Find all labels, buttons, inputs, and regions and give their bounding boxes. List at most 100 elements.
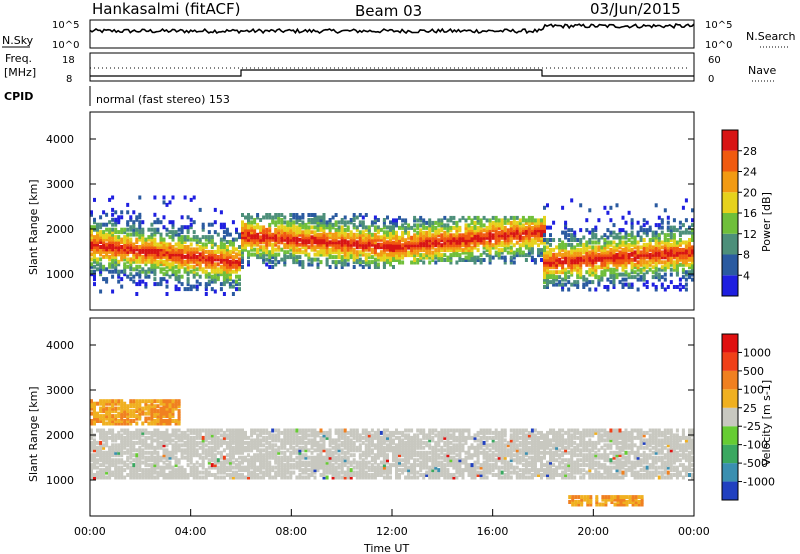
power-echo-cell: [395, 218, 398, 223]
power-echo-cell: [672, 225, 676, 230]
power-echo-cell: [497, 225, 501, 230]
velocity-echo-cell: [334, 438, 338, 443]
power-echo-cell: [506, 235, 510, 240]
power-echo-cell: [268, 215, 272, 220]
power-echo-cell: [150, 269, 154, 274]
velocity-echo-cell: [201, 448, 205, 453]
velocity-echo-cell: [352, 445, 356, 450]
velocity-echo-cell: [352, 473, 356, 477]
cpid-text: normal (fast stereo) 153: [96, 93, 230, 106]
power-echo-cell: [231, 220, 235, 225]
power-echo-cell: [515, 215, 519, 220]
velocity-echo-cell: [319, 435, 323, 440]
velocity-echo-cell: [271, 453, 275, 458]
power-echo-cell: [452, 240, 456, 245]
power-echo-cell: [464, 258, 468, 262]
power-echo-cell: [298, 262, 302, 267]
power-echo-cell: [654, 270, 658, 275]
power-echo-cell: [537, 233, 540, 238]
velocity-echo-cell: [316, 445, 320, 450]
power-echo-cell: [606, 245, 610, 250]
power-echo-cell: [440, 258, 444, 262]
power-echo-cell: [132, 227, 136, 232]
power-echo-cell: [111, 252, 115, 257]
power-echo-cell: [440, 248, 444, 253]
velocity-echo-cell: [250, 443, 254, 448]
power-echo-cell: [434, 225, 438, 230]
power-echo-cell: [256, 232, 260, 237]
power-echo-cell: [96, 225, 99, 230]
power-echo-cell: [153, 242, 157, 247]
velocity-echo-cell: [174, 455, 178, 460]
velocity-echo-cell: [171, 443, 175, 448]
velocity-echo-cell: [138, 445, 142, 450]
power-echo-cell: [141, 254, 145, 259]
velocity-echo-cell: [280, 445, 284, 450]
power-echo-cell: [105, 227, 109, 232]
velocity-echo-cell: [168, 463, 172, 468]
power-echo-cell: [171, 269, 175, 274]
velocity-echo-cell: [289, 440, 293, 445]
velocity-echo-cell: [123, 450, 127, 455]
velocity-echo-cell: [271, 445, 275, 450]
power-echo-cell: [343, 232, 347, 237]
power-echo-cell: [367, 252, 371, 257]
power-echo-cell: [108, 262, 112, 267]
power-echo-cell: [235, 287, 238, 292]
velocity-echo-cell: [337, 433, 341, 438]
velocity-echo-cell: [395, 443, 398, 448]
power-echo-cell: [558, 275, 562, 280]
power-echo-cell: [241, 220, 244, 225]
power-echo-cell: [591, 245, 595, 250]
velocity-echo-cell: [389, 470, 392, 475]
power-echo-cell: [250, 240, 254, 245]
power-echo-cell: [108, 242, 112, 247]
velocity-echo-cell: [241, 473, 244, 477]
power-echo-cell: [476, 228, 480, 233]
velocity-echo-cell: [401, 443, 405, 448]
velocity-echo-cell: [395, 460, 398, 465]
power-echo-cell: [588, 280, 592, 285]
power-echo-cell: [153, 195, 157, 200]
velocity-echo-cell: [382, 435, 386, 440]
velocity-echo-cell: [289, 443, 293, 448]
power-echo-cell: [231, 240, 235, 244]
velocity-echo-cell: [316, 453, 320, 458]
velocity-echo-cell: [343, 470, 347, 475]
power-echo-cell: [663, 245, 667, 250]
power-echo-cell: [382, 235, 386, 240]
velocity-echo-cell: [90, 475, 93, 480]
velocity-echo-cell: [114, 470, 118, 475]
power-echo-cell: [132, 210, 136, 215]
power-echo-cell: [111, 274, 115, 279]
velocity-echo-cell: [171, 428, 175, 433]
power-echo-cell: [373, 257, 377, 262]
power-colorbar-label: Power [dB]: [760, 192, 773, 252]
velocity-echo-cell: [358, 433, 362, 438]
power-echo-cell: [346, 240, 350, 245]
power-echo-cell: [639, 267, 643, 272]
velocity-echo-cell: [96, 440, 99, 445]
power-echo-cell: [201, 225, 205, 230]
power-echo-cell: [171, 195, 175, 200]
power-echo-cell: [219, 210, 223, 215]
velocity-echo-cell: [117, 443, 121, 448]
power-echo-cell: [543, 272, 546, 277]
power-echo-cell: [90, 212, 93, 217]
velocity-echo-cell: [241, 428, 244, 433]
power-echo-cell: [648, 247, 652, 252]
power-echo-cell: [543, 218, 546, 223]
power-echo-cell: [364, 255, 368, 260]
power-echo-cell: [189, 197, 193, 202]
power-echo-cell: [225, 249, 229, 254]
power-echo-cell: [373, 265, 377, 269]
velocity-echo-cell: [174, 428, 178, 433]
velocity-echo-cell: [419, 465, 423, 470]
power-echo-cell: [244, 222, 247, 227]
velocity-echo-cell: [280, 465, 284, 470]
power-echo-cell: [373, 218, 377, 222]
power-echo-cell: [579, 240, 583, 245]
power-echo-cell: [162, 242, 166, 247]
velocity-echo-cell: [343, 443, 347, 448]
velocity-echo-cell: [373, 443, 377, 448]
